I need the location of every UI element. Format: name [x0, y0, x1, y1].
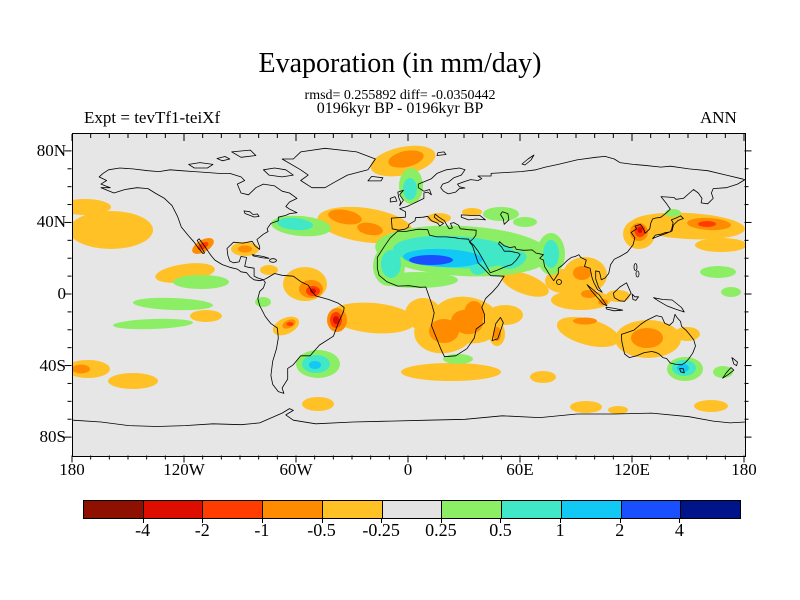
x-axis-tick-label: 180 — [59, 460, 85, 479]
colorbar-boundary-tick — [679, 519, 681, 523]
colorbar-boundary-tick — [202, 519, 204, 523]
sri-lanka — [556, 279, 562, 285]
colorbar-boundary-label: -4 — [135, 520, 151, 540]
colorbar-boundary-label: 0.25 — [425, 520, 457, 540]
colorbar-boundary-tick — [619, 519, 621, 523]
svalbard — [436, 151, 447, 156]
ireland — [389, 196, 398, 203]
baffin-island — [263, 167, 294, 178]
period-subtitle: 0196kyr BP - 0196kyr BP — [316, 100, 484, 117]
colorbar-boundary-label: 2 — [615, 520, 625, 540]
colorbar-segment — [321, 501, 382, 518]
colorbar-boundary-tick — [142, 519, 144, 523]
colorbar-segment — [142, 501, 203, 518]
north-america-coastline — [98, 167, 298, 282]
sumatra — [586, 284, 608, 307]
y-axis-tick-label: 80N — [36, 140, 66, 160]
anomaly-layer-plus-2 — [409, 255, 453, 265]
x-axis-tick-label: 180 — [731, 460, 757, 479]
colorbar-segment — [620, 501, 681, 518]
experiment-label: Expt = tevTf1-teiXf — [84, 108, 221, 127]
java — [605, 306, 624, 312]
colorbar-segment — [84, 501, 143, 518]
y-axis-tick-label: 40N — [36, 212, 66, 232]
hispaniola — [269, 258, 277, 263]
colorbar-boundary-tick — [261, 519, 263, 523]
madagascar — [491, 317, 504, 341]
colorbar-boundary-label: -2 — [194, 520, 210, 540]
colorbar-boundary-label: 0.5 — [489, 520, 512, 540]
colorbar-boundary-tick — [381, 519, 383, 523]
world-map-panel — [72, 133, 746, 457]
colorbar-segment — [441, 501, 502, 518]
colorbar-boundary-tick — [321, 519, 323, 523]
new-guinea — [653, 297, 685, 313]
colorbar-segment — [262, 501, 322, 518]
ellesmere-island — [231, 149, 257, 158]
great-lakes — [243, 210, 260, 218]
x-axis-tick-label: 60W — [279, 460, 313, 479]
colorbar — [83, 500, 741, 519]
y-axis-tick-label: 80S — [39, 427, 66, 447]
cuba — [251, 254, 270, 259]
colorbar-boundary-tick — [440, 519, 442, 523]
mindanao — [635, 270, 640, 278]
antarctica-coastline — [73, 408, 745, 427]
new-zealand-north — [731, 357, 738, 367]
plot-title: Evaporation (in mm/day) — [258, 48, 542, 79]
colorbar-segment — [501, 501, 561, 518]
arctic-island-small — [216, 156, 231, 162]
sulawesi — [631, 293, 639, 301]
south-america-coastline — [257, 273, 345, 394]
colorbar-boundary-label: -1 — [254, 520, 270, 540]
stats-subtitle: rmsd= 0.255892 diff= -0.0350442 — [304, 88, 496, 103]
new-zealand-south — [722, 367, 735, 379]
colorbar-boundary-tick — [500, 519, 502, 523]
iceland — [367, 176, 384, 182]
colorbar-segment — [202, 501, 263, 518]
season-label: ANN — [700, 108, 737, 127]
tasmania — [679, 368, 685, 374]
borneo — [613, 282, 632, 302]
colorbar-boundary-label: -0.25 — [362, 520, 400, 540]
y-axis-tick-label: 0 — [57, 284, 67, 303]
japan — [652, 215, 684, 239]
colorbar-boundary-label: -0.5 — [307, 520, 336, 540]
colorbar-segment — [560, 501, 621, 518]
evaporation-anomaly-map — [73, 145, 745, 427]
x-axis-tick-label: 120W — [163, 460, 205, 479]
colorbar-segment — [381, 501, 442, 518]
great-britain — [397, 189, 404, 206]
x-axis-tick-label: 120E — [614, 460, 650, 479]
colorbar-segment — [680, 501, 741, 518]
novaya-zemlya — [521, 154, 535, 166]
australia-coastline — [621, 313, 696, 366]
victoria-island — [188, 162, 214, 169]
colorbar-boundary-tick — [560, 519, 562, 523]
x-axis-tick-label: 60E — [506, 460, 534, 479]
coastlines-layer — [73, 147, 745, 427]
eurasia-coastline — [390, 156, 745, 293]
luzon — [633, 263, 638, 271]
x-axis-tick-label: 0 — [403, 460, 413, 479]
black-sea — [460, 214, 486, 221]
africa-coastline — [376, 228, 505, 358]
greenland-coastline — [281, 147, 376, 189]
colorbar-boundary-label: 4 — [674, 520, 684, 540]
colorbar-boundary-label: 1 — [555, 520, 565, 540]
y-axis-tick-label: 40S — [39, 355, 66, 375]
caspian-sea — [500, 211, 510, 225]
